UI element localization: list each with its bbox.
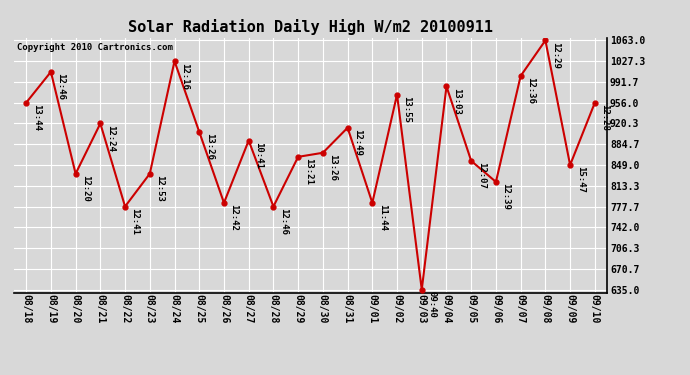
Text: 13:55: 13:55	[402, 96, 412, 123]
Text: 10:41: 10:41	[254, 142, 264, 169]
Title: Solar Radiation Daily High W/m2 20100911: Solar Radiation Daily High W/m2 20100911	[128, 19, 493, 35]
Text: 12:42: 12:42	[230, 204, 239, 231]
Text: 12:24: 12:24	[106, 125, 115, 152]
Text: 12:29: 12:29	[551, 42, 560, 69]
Text: 15:47: 15:47	[575, 166, 584, 193]
Text: 13:26: 13:26	[328, 154, 337, 181]
Text: 12:46: 12:46	[57, 73, 66, 100]
Text: 12:28: 12:28	[600, 104, 609, 131]
Text: 13:26: 13:26	[205, 133, 214, 160]
Text: 12:36: 12:36	[526, 77, 535, 104]
Text: 13:21: 13:21	[304, 158, 313, 185]
Text: 11:44: 11:44	[378, 204, 387, 231]
Text: 12:49: 12:49	[353, 129, 362, 156]
Text: 09:40: 09:40	[427, 291, 436, 318]
Text: 12:20: 12:20	[81, 175, 90, 202]
Text: 13:03: 13:03	[452, 88, 461, 115]
Text: 12:16: 12:16	[180, 63, 189, 90]
Text: 12:39: 12:39	[502, 183, 511, 210]
Text: 12:53: 12:53	[155, 175, 164, 202]
Text: 12:07: 12:07	[477, 162, 486, 189]
Text: Copyright 2010 Cartronics.com: Copyright 2010 Cartronics.com	[17, 43, 172, 52]
Text: 12:41: 12:41	[130, 208, 139, 235]
Text: 13:44: 13:44	[32, 104, 41, 131]
Text: 12:46: 12:46	[279, 208, 288, 235]
